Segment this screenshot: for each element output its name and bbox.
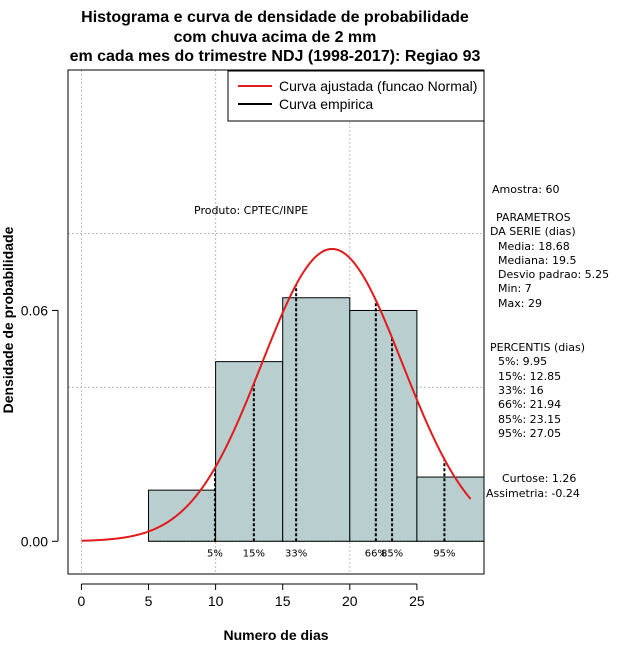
percentile-label-3: 66% bbox=[365, 548, 387, 559]
plot-frame bbox=[67, 69, 485, 575]
histogram-bar-0 bbox=[148, 489, 217, 542]
percentile-label-5: 95% bbox=[433, 548, 455, 559]
histogram-bar-2 bbox=[282, 297, 351, 542]
y-axis-title: Densidade de probabilidade bbox=[0, 226, 16, 413]
x-tick-label-3: 15 bbox=[275, 593, 291, 609]
statistics-panel: Amostra: 60 PARAMETROS DA SERIE (dias) M… bbox=[486, 183, 609, 500]
stat-p66: 66%: 21.94 bbox=[498, 398, 561, 411]
stat-p15: 15%: 12.85 bbox=[498, 370, 561, 383]
histogram-bar-4 bbox=[416, 476, 485, 542]
stat-desvio: Desvio padrao: 5.25 bbox=[498, 268, 609, 281]
chart-title-line-1: Histograma e curva de densidade de proba… bbox=[81, 9, 469, 26]
percentile-label-1: 15% bbox=[243, 548, 265, 559]
stat-parametros-heading: PARAMETROS bbox=[496, 211, 571, 224]
stat-p5: 5%: 9.95 bbox=[498, 355, 547, 368]
y-tick-label-1: 0.06 bbox=[21, 302, 48, 318]
histogram-bar-1 bbox=[215, 361, 284, 542]
x-axis-title: Numero de dias bbox=[223, 627, 328, 643]
product-credit: Produto: CPTEC/INPE bbox=[194, 204, 308, 217]
stat-p95: 95%: 27.05 bbox=[498, 427, 561, 440]
x-tick-label-1: 5 bbox=[145, 593, 153, 609]
percentile-label-4: 85% bbox=[381, 548, 403, 559]
stat-p33: 33%: 16 bbox=[498, 384, 544, 397]
stat-p85: 85%: 23.15 bbox=[498, 413, 561, 426]
stat-da-serie-heading: DA SERIE (dias) bbox=[490, 225, 576, 238]
legend: Curva ajustada (funcao Normal) Curva emp… bbox=[227, 70, 485, 122]
stat-mediana: Mediana: 19.5 bbox=[498, 254, 576, 267]
legend-box bbox=[227, 70, 485, 122]
histogram-bar-3 bbox=[349, 309, 418, 542]
chart-title-line-3: em cada mes do trimestre NDJ (1998-2017)… bbox=[70, 48, 481, 65]
x-tick-label-5: 25 bbox=[409, 593, 425, 609]
percentile-label-0: 5% bbox=[207, 548, 223, 559]
legend-label-normal: Curva ajustada (funcao Normal) bbox=[279, 78, 477, 94]
curve-layer bbox=[81, 247, 472, 542]
percentile-layer: 5% 15% 33% 66%85% 95% bbox=[207, 284, 456, 559]
legend-label-empirical: Curva empirica bbox=[279, 96, 373, 112]
stat-curtose: Curtose: 1.26 bbox=[502, 472, 576, 485]
stat-percentis-heading: PERCENTIS (dias) bbox=[490, 341, 585, 354]
y-tick-label-0: 0.00 bbox=[21, 533, 48, 549]
chart-title-line-2: com chuva acima de 2 mm bbox=[174, 29, 377, 46]
stat-media: Media: 18.68 bbox=[498, 240, 570, 253]
x-tick-label-4: 20 bbox=[342, 593, 358, 609]
x-tick-label-2: 10 bbox=[208, 593, 224, 609]
stat-min: Min: 7 bbox=[498, 282, 532, 295]
percentile-label-2: 33% bbox=[285, 548, 307, 559]
bars-layer bbox=[148, 297, 485, 542]
stat-amostra: Amostra: 60 bbox=[492, 183, 559, 196]
stat-assimetria: Assimetria: -0.24 bbox=[486, 487, 580, 500]
axis-layer: 0 5 10 15 20 25 0.00 0.06 bbox=[21, 302, 425, 609]
normal-curve bbox=[81, 247, 472, 542]
stat-max: Max: 29 bbox=[498, 297, 542, 310]
x-tick-label-0: 0 bbox=[78, 593, 86, 609]
